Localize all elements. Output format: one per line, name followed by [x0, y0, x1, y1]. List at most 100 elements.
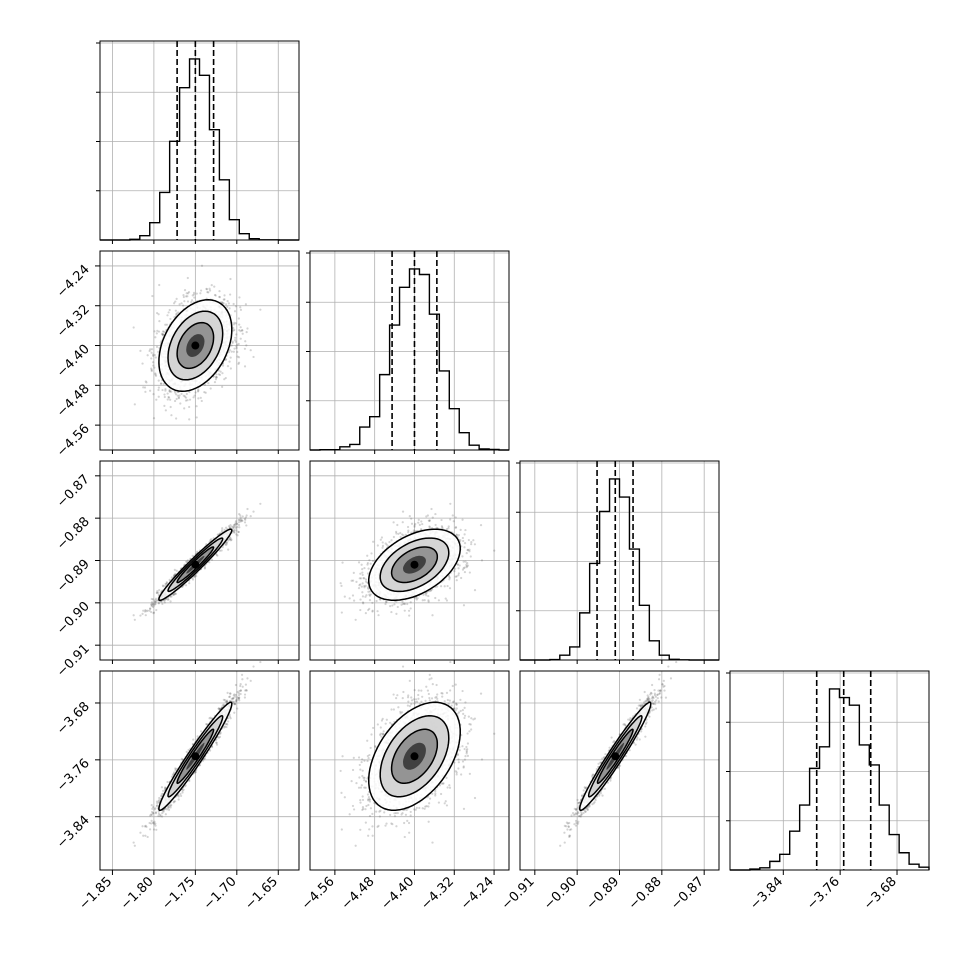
sample-point — [427, 594, 430, 598]
sample-point — [371, 610, 374, 613]
sample-point — [182, 293, 185, 297]
sample-point — [221, 301, 224, 304]
sample-point — [191, 294, 194, 297]
sample-point — [186, 276, 189, 280]
sample-point — [236, 534, 239, 537]
sample-point — [168, 308, 171, 312]
sample-point — [230, 350, 233, 353]
sample-point — [224, 376, 227, 380]
density-peak — [191, 560, 200, 569]
sample-point — [208, 289, 212, 292]
sample-point — [232, 302, 235, 306]
sample-point — [183, 300, 186, 303]
sample-point — [155, 398, 158, 401]
sample-point — [216, 554, 219, 557]
sample-point — [228, 360, 231, 363]
sample-point — [133, 403, 136, 406]
sample-point — [233, 347, 236, 350]
sample-point — [243, 347, 247, 350]
sample-point — [381, 541, 384, 544]
sample-point — [218, 295, 221, 298]
sample-point — [162, 382, 165, 385]
sample-point — [239, 516, 242, 519]
sample-point — [192, 291, 196, 294]
sample-point — [151, 353, 155, 356]
histogram-0 — [100, 58, 299, 241]
sample-point — [168, 390, 172, 393]
sample-point — [164, 409, 167, 412]
sample-point — [238, 296, 241, 299]
panel-2-0: −0.91−0.90−0.89−0.88−0.87 — [54, 460, 300, 680]
sample-point — [234, 336, 237, 339]
sample-point — [396, 605, 399, 609]
sample-point — [133, 618, 136, 621]
sample-point — [150, 367, 153, 370]
sample-point — [213, 285, 216, 288]
sample-point — [169, 398, 172, 401]
sample-point — [152, 393, 155, 396]
sample-point — [367, 608, 370, 612]
sample-point — [173, 391, 177, 394]
sample-point — [361, 573, 364, 577]
sample-point — [375, 599, 378, 603]
sample-point — [157, 379, 160, 382]
sample-point — [155, 332, 158, 335]
sample-point — [472, 539, 475, 542]
sample-point — [357, 561, 361, 564]
sample-point — [152, 611, 155, 615]
y-tick-label: −4.40 — [54, 342, 93, 381]
sample-point — [199, 292, 202, 295]
sample-point — [239, 330, 242, 333]
sample-point — [165, 581, 168, 584]
sample-point — [184, 584, 188, 587]
sample-point — [244, 303, 247, 306]
sample-point — [220, 549, 223, 552]
sample-point — [448, 578, 451, 581]
sample-point — [246, 507, 249, 511]
sample-point — [218, 373, 222, 376]
sample-point — [241, 332, 244, 335]
sample-point — [406, 602, 409, 606]
sample-point — [401, 521, 404, 524]
sample-point — [230, 344, 233, 347]
sample-point — [132, 614, 135, 617]
sample-point — [192, 293, 196, 296]
histogram-1 — [310, 268, 509, 451]
sample-point — [234, 340, 237, 343]
sample-point — [150, 601, 154, 604]
sample-point — [177, 311, 180, 314]
sample-point — [233, 310, 237, 313]
sample-point — [165, 323, 169, 326]
sample-point — [183, 395, 187, 398]
sample-point — [167, 311, 170, 314]
sample-point — [226, 300, 229, 303]
sample-point — [232, 326, 235, 330]
sample-point — [233, 339, 237, 342]
sample-point — [351, 594, 355, 597]
sample-point — [144, 614, 147, 617]
sample-point — [175, 417, 178, 420]
sample-point — [469, 555, 472, 558]
sample-point — [179, 402, 182, 405]
sample-point — [195, 405, 198, 408]
sample-point — [176, 394, 179, 397]
sample-point — [391, 604, 394, 607]
sample-point — [164, 389, 167, 392]
sample-point — [214, 378, 218, 381]
sample-point — [361, 567, 364, 571]
sample-point — [233, 529, 236, 533]
sample-point — [157, 350, 160, 353]
sample-point — [153, 366, 156, 369]
sample-point — [188, 582, 191, 585]
sample-point — [175, 397, 178, 401]
sample-point — [153, 353, 156, 357]
sample-point — [161, 333, 165, 336]
sample-point — [157, 386, 160, 389]
sample-point — [166, 392, 169, 395]
sample-point — [410, 522, 414, 525]
sample-point — [141, 362, 144, 365]
sample-point — [245, 514, 248, 517]
sample-point — [363, 566, 366, 570]
y-tick-label: −0.87 — [54, 472, 93, 511]
sample-point — [196, 550, 199, 553]
